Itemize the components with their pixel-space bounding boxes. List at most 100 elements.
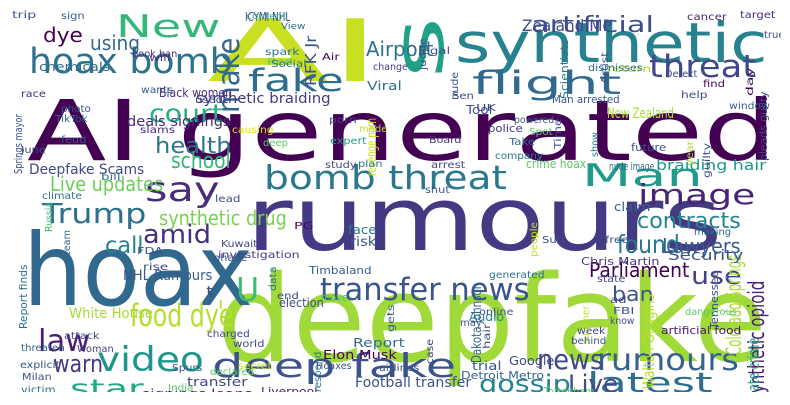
word-synthetic-drug: synthetic drug [159, 206, 287, 230]
word-live: Live [568, 370, 619, 392]
word-man: Man [582, 158, 703, 194]
word-charged: charged [207, 329, 250, 340]
word-phase: phase [213, 253, 248, 264]
word-return: return [607, 64, 652, 75]
word-show: show [590, 132, 601, 157]
word-flight: flight [472, 64, 622, 102]
word-tiktok: TikTok [55, 114, 88, 125]
word-colorado-springs: Colorado Springs [722, 254, 746, 355]
word-causing: causing [232, 125, 274, 136]
word-data: data [268, 266, 279, 291]
word-tennessee: Tennessee [708, 270, 721, 329]
word-trump: Trump [42, 197, 147, 230]
word-spark: spark [265, 47, 300, 58]
word-attack: attack [64, 331, 100, 342]
word-rise: rise [143, 262, 169, 273]
word-book-ban: book ban [132, 49, 178, 60]
word-election: election [279, 296, 324, 310]
word-online: online [479, 307, 514, 318]
word-climate: climate [42, 191, 82, 202]
word-hoax-bomb: hoax bomb [29, 42, 233, 82]
word-powered: powered [514, 115, 555, 126]
word-nhl-rumours: NHL Rumours [123, 268, 213, 284]
word-red: Red [267, 57, 293, 68]
word-ad: ad [610, 295, 627, 306]
word-timbaland: Timbaland [309, 264, 372, 277]
word-content: content [246, 12, 287, 22]
word-milan: Milan [22, 372, 52, 383]
word-ban: ban [612, 282, 654, 306]
word-air: Air [322, 52, 340, 63]
word-latest: latest [587, 366, 713, 393]
word-deepfake: deepfake [217, 251, 767, 390]
word-liverpool: Liverpool [261, 385, 318, 392]
word-porn: porn [329, 115, 357, 126]
word-tool: Tool [466, 103, 493, 117]
word-study: study [325, 160, 357, 171]
word-hoax: hoax [23, 212, 254, 329]
word-social: Social [271, 59, 307, 70]
word-plan: plan [358, 159, 383, 170]
word-deep-fake: deep fake [212, 346, 457, 385]
word-school: school [171, 149, 231, 174]
word-judge: judge [418, 38, 429, 70]
word-true: true [764, 30, 781, 41]
word-spurs: Spurs [172, 363, 203, 374]
word-court: court [149, 99, 223, 128]
word-spot: Spot [529, 127, 553, 138]
word-dismisses: dismisses [588, 63, 643, 74]
word-woman: Woman [77, 344, 114, 355]
word-threat: threat [649, 49, 757, 85]
word-feud: feud [61, 135, 87, 146]
word-explicit: explicit [20, 360, 60, 371]
word-tottenham: Tottenham [544, 385, 595, 392]
word-may: may [460, 318, 482, 329]
word-report-finds: Report finds [17, 264, 30, 329]
word-window: window [729, 101, 770, 112]
word-secret: secret [238, 361, 272, 372]
word-walton-goggins: Walton Goggins [639, 294, 658, 389]
word-use: use [691, 262, 742, 290]
word-photo: photo [61, 104, 91, 115]
word-law: law [38, 324, 91, 359]
word-contracts: contracts [637, 209, 741, 234]
word-t: t [206, 284, 214, 298]
word-state: state [597, 274, 626, 285]
word-star: star [70, 374, 144, 392]
word-icymi-nhl: ICYMI NHL [245, 10, 291, 24]
word-declared: declared [210, 367, 255, 378]
word-trial: trial [472, 359, 502, 373]
word-ai-generated: AI generated [27, 82, 777, 180]
word-race: race [21, 89, 46, 100]
word-call: call [105, 233, 144, 259]
word-slams: slams [140, 125, 176, 136]
word-amid: amid [143, 220, 211, 250]
word-news: news [537, 343, 604, 376]
word-chris-martin: Chris Martin [581, 255, 660, 268]
word-image: image [638, 178, 756, 211]
word-threaten: threaten [21, 343, 65, 354]
word-dangerous: dangerous [685, 307, 737, 318]
word-fbi: FBI [613, 306, 635, 317]
word-football-transfer: Football transfer [355, 375, 472, 391]
word-deals-signings: deals signings [127, 114, 231, 130]
word-sign: sign [61, 11, 85, 22]
word-expert: expert [330, 136, 367, 147]
word-synthetic-braiding: synthetic braiding [196, 91, 331, 107]
word-report: Report [353, 336, 405, 350]
word-fda: FDA [137, 246, 164, 257]
word-new: New [116, 9, 221, 45]
word-gets: gets [386, 304, 397, 332]
word-trip: trip [12, 10, 37, 21]
word-food-dye: food dye [130, 298, 234, 334]
word-generated: generated [489, 270, 545, 281]
word-security: Security [668, 248, 744, 264]
word-end: end [277, 291, 299, 302]
word-gossip: gossip [479, 370, 571, 392]
word-russia: Russia [44, 201, 55, 232]
word-transfer: transfer [187, 375, 248, 389]
word-crime-hoax: crime hoax [526, 157, 587, 171]
word-week: week [577, 326, 606, 337]
word-india: India [168, 383, 194, 393]
word-artist: Artist [600, 52, 611, 84]
